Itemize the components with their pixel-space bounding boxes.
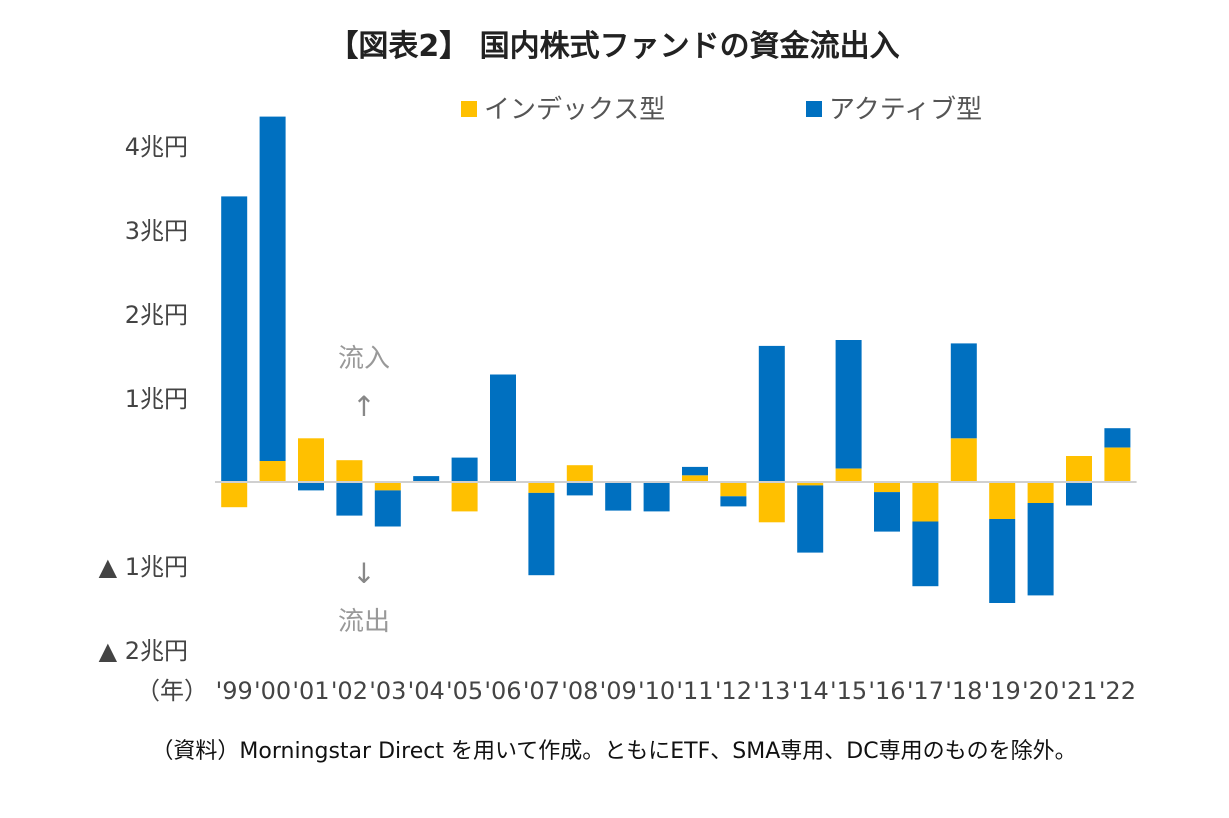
bar-active-19 [989, 519, 1016, 603]
x-axis: （年） '99'00'01'02'03'04'05'06'07'08'09'10 '… [136, 677, 1136, 705]
bar-index-19 [989, 482, 1016, 519]
bar-active-01 [298, 482, 324, 491]
bar-index-16 [874, 482, 900, 493]
y-tick-label: 4兆円 [125, 133, 188, 161]
bar-active-06 [490, 374, 516, 482]
x-tick-label: '21 [1060, 677, 1097, 705]
x-tick-label: '20 [1022, 677, 1059, 705]
flow-annotations: 流入 ↑ ↓ 流出 [338, 344, 390, 637]
y-tick-label: 2兆円 [125, 301, 188, 329]
x-tick-label: '04 [408, 677, 445, 705]
bar-index-01 [298, 438, 324, 482]
down-arrow-icon: ↓ [352, 557, 375, 590]
x-tick-label: '15 [830, 677, 867, 705]
bar-index-08 [566, 465, 593, 482]
bar-active-15 [835, 340, 862, 469]
legend-label-index: インデックス型 [484, 95, 665, 125]
legend-label-active: アクティブ型 [829, 95, 982, 125]
bar-index-12 [720, 482, 747, 497]
bar-active-02 [336, 482, 363, 516]
bar-active-05 [451, 457, 478, 482]
bar-index-17 [912, 482, 939, 522]
bar-index-11 [682, 475, 708, 482]
y-axis: 4兆円 3兆円 2兆円 1兆円 ▲ 1兆円 ▲ 2兆円 [99, 133, 188, 665]
up-arrow-icon: ↑ [352, 390, 375, 423]
source-note: （資料）Morningstar Direct を用いて作成。ともにETF、SMA… [151, 739, 1076, 764]
x-tick-label: '19 [984, 677, 1021, 705]
bar-index-22 [1104, 447, 1131, 482]
y-tick-label: ▲ 1兆円 [99, 553, 188, 581]
bar-index-99 [221, 482, 248, 508]
x-tick-label: '03 [369, 677, 406, 705]
legend-swatch-index [461, 101, 477, 117]
bar-index-15 [835, 468, 862, 482]
bar-active-14 [797, 485, 824, 553]
bar-index-05 [451, 482, 478, 512]
bar-index-00 [259, 461, 286, 482]
x-tick-label: '05 [446, 677, 483, 705]
bar-active-04 [413, 476, 440, 482]
bar-active-99 [221, 196, 248, 482]
bar-index-07 [528, 482, 555, 493]
y-tick-label: ▲ 2兆円 [99, 637, 188, 665]
bar-index-14 [797, 482, 824, 486]
bar-active-10 [643, 482, 670, 512]
x-tick-label: '22 [1099, 677, 1136, 705]
bar-active-09 [605, 482, 632, 511]
bar-active-11 [682, 466, 708, 476]
bar-active-22 [1104, 428, 1131, 448]
bar-active-17 [912, 521, 939, 587]
bar-index-13 [758, 482, 785, 523]
bar-index-20 [1027, 482, 1054, 503]
bar-active-12 [720, 496, 747, 507]
y-tick-label: 3兆円 [125, 217, 188, 245]
x-tick-label: '01 [292, 677, 329, 705]
bar-index-03 [374, 482, 401, 491]
bar-active-03 [374, 490, 401, 527]
y-tick-label: 1兆円 [125, 385, 188, 413]
bar-active-16 [874, 492, 900, 532]
bar-index-18 [950, 438, 977, 482]
x-tick-label: '02 [331, 677, 368, 705]
bar-active-20 [1027, 503, 1054, 596]
x-tick-label: '09 [600, 677, 637, 705]
x-tick-label: '16 [868, 677, 905, 705]
bars-group [221, 116, 1131, 603]
bar-index-02 [336, 460, 363, 482]
bar-active-18 [950, 343, 977, 439]
x-tick-label: '99 [216, 677, 253, 705]
bar-active-08 [566, 482, 593, 496]
bar-active-21 [1066, 482, 1092, 506]
chart-title: 【図表2】 国内株式ファンドの資金流出入 [328, 29, 899, 64]
x-tick-label: '00 [254, 677, 291, 705]
inflow-label: 流入 [338, 344, 390, 374]
bar-active-07 [528, 492, 555, 576]
x-tick-label: '17 [907, 677, 944, 705]
x-tick-label: '13 [753, 677, 790, 705]
bar-active-00 [259, 116, 286, 461]
x-tick-label: '14 [792, 677, 829, 705]
bar-index-21 [1066, 456, 1092, 482]
x-tick-label: '12 [715, 677, 752, 705]
legend-swatch-active [806, 101, 822, 117]
legend: インデックス型 アクティブ型 [461, 95, 982, 125]
x-tick-label: '18 [945, 677, 982, 705]
x-tick-label: '10 [638, 677, 675, 705]
x-tick-label: '07 [523, 677, 560, 705]
x-tick-label: '06 [484, 677, 521, 705]
x-tick-label: '08 [561, 677, 598, 705]
x-tick-label: '11 [676, 677, 713, 705]
x-axis-unit-label: （年） [136, 677, 208, 705]
outflow-label: 流出 [338, 607, 390, 637]
bar-active-13 [758, 345, 785, 482]
